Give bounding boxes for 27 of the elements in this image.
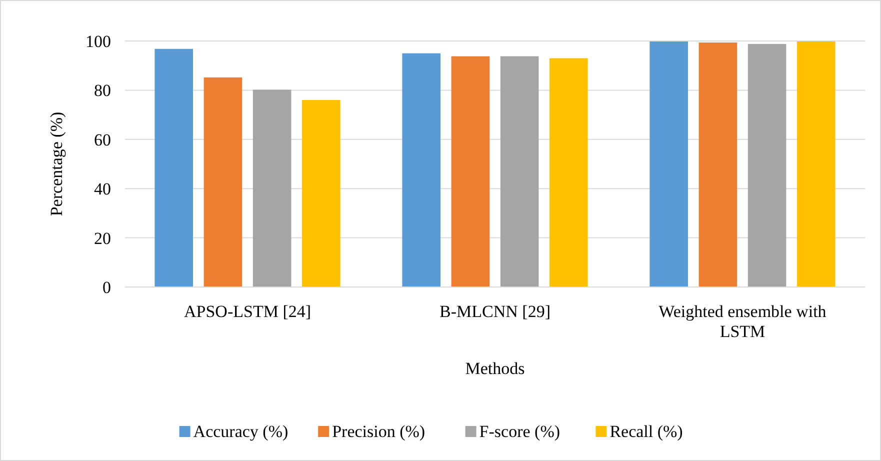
y-axis-title: Percentage (%) <box>47 112 66 216</box>
legend-label: Precision (%) <box>332 422 426 441</box>
bar <box>451 56 490 287</box>
y-tick-label: 100 <box>86 32 111 51</box>
x-axis-title: Methods <box>465 359 525 378</box>
bar <box>650 41 688 287</box>
bar <box>797 41 836 287</box>
bar <box>302 100 340 287</box>
bar <box>204 77 242 287</box>
bar <box>402 53 440 287</box>
x-tick-label: APSO-LSTM [24] <box>184 302 312 321</box>
bar <box>698 42 738 287</box>
bar <box>252 90 292 287</box>
x-tick-label: Weighted ensemble with LSTM <box>658 302 827 341</box>
y-tick-label: 0 <box>102 278 111 297</box>
y-tick-label: 80 <box>94 81 111 100</box>
bar <box>154 48 193 287</box>
bar <box>550 58 588 287</box>
legend-label: Accuracy (%) <box>193 422 288 441</box>
legend-label: Recall (%) <box>610 422 683 441</box>
y-tick-label: 60 <box>94 130 111 150</box>
y-tick-label: 20 <box>94 228 111 248</box>
x-tick-label: B-MLCNN [29] <box>440 302 550 321</box>
bar <box>748 44 786 287</box>
y-tick-label: 40 <box>94 180 111 199</box>
bar <box>500 56 539 287</box>
legend-label: F-score (%) <box>479 422 560 441</box>
